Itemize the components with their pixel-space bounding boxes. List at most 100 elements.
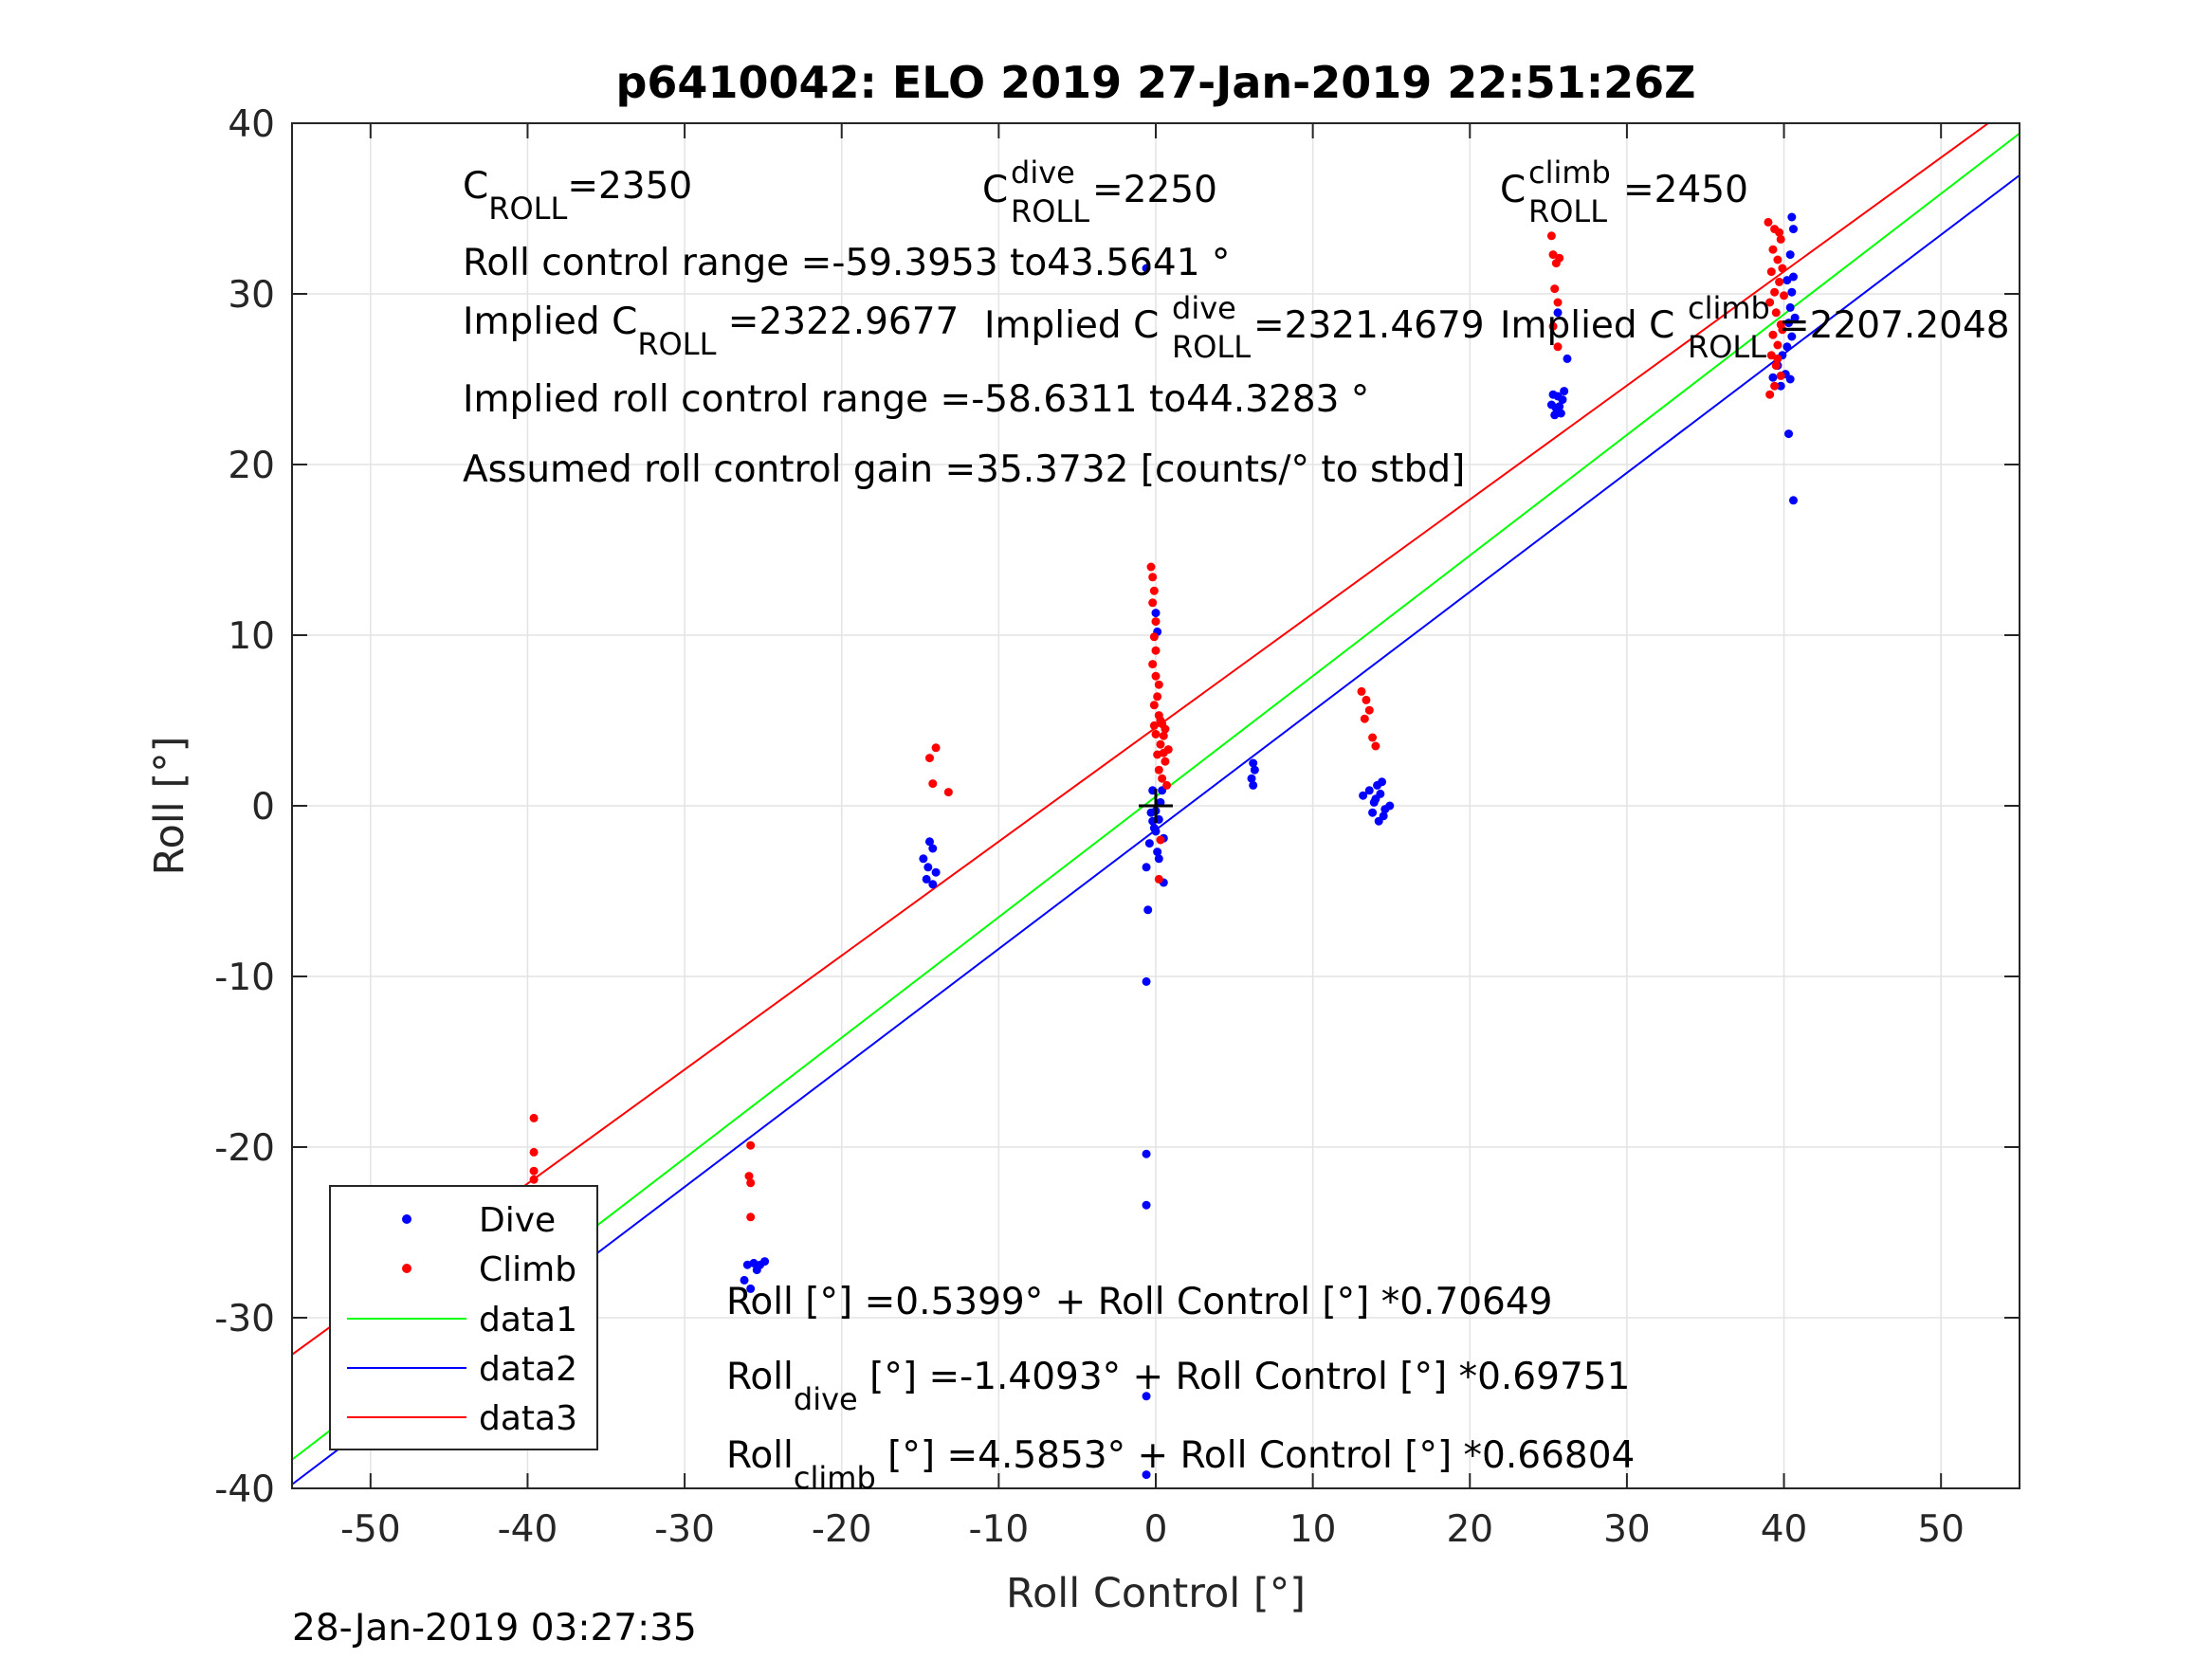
- point-climb: [1162, 780, 1172, 790]
- point-dive: [928, 844, 938, 853]
- fit-dive-annotation: Rolldive [°] =-1.4093° + Roll Control [°…: [726, 1356, 1630, 1417]
- point-climb: [1158, 774, 1167, 783]
- legend-climb-label: Climb: [479, 1250, 576, 1289]
- point-climb: [746, 1212, 756, 1222]
- point-climb: [1156, 835, 1165, 845]
- point-climb: [1156, 739, 1165, 749]
- point-dive: [1784, 429, 1794, 439]
- point-climb: [1773, 255, 1782, 264]
- origin-marker: [1139, 789, 1173, 823]
- point-climb: [1368, 733, 1378, 742]
- point-climb: [1151, 671, 1161, 681]
- implied-croll-annotation: Implied CROLL =2322.9677: [463, 301, 959, 362]
- point-climb: [1778, 264, 1787, 273]
- point-dive: [1149, 823, 1159, 832]
- point-dive: [1787, 287, 1797, 297]
- point-dive: [1555, 402, 1564, 411]
- annotations: CROLL=2350 C dive ROLL =2250 C climb ROL…: [463, 155, 2010, 1496]
- point-dive: [1785, 250, 1795, 260]
- point-climb: [1163, 745, 1173, 755]
- x-tick-label: 0: [1144, 1508, 1168, 1551]
- x-tick-label: 20: [1446, 1508, 1493, 1551]
- point-dive: [931, 867, 941, 877]
- point-climb: [1546, 231, 1556, 241]
- x-tick-label: -20: [812, 1508, 872, 1551]
- x-tick-label: 50: [1917, 1508, 1965, 1551]
- x-tick-label: -10: [969, 1508, 1030, 1551]
- point-climb: [943, 788, 953, 797]
- y-tick-label: -40: [214, 1468, 275, 1511]
- point-dive: [760, 1257, 770, 1267]
- point-climb: [1357, 686, 1366, 696]
- point-dive: [1142, 1200, 1151, 1210]
- point-dive: [1788, 496, 1798, 505]
- croll-dive-subscript: ROLL: [1011, 193, 1089, 229]
- y-tick-label: 40: [228, 103, 275, 146]
- x-tick-label: -50: [340, 1508, 401, 1551]
- point-dive: [919, 854, 928, 864]
- croll-dive-annotation: C: [982, 169, 1008, 211]
- y-tick-label: 0: [251, 786, 275, 829]
- point-dive: [1249, 758, 1258, 768]
- point-dive: [1153, 848, 1162, 857]
- y-tick-label: 20: [228, 445, 275, 487]
- point-climb: [1148, 660, 1158, 669]
- point-dive: [1142, 1392, 1151, 1401]
- data-points: [526, 212, 1800, 1480]
- point-dive: [1144, 839, 1154, 848]
- point-climb: [1775, 277, 1784, 286]
- point-dive: [924, 837, 934, 847]
- point-climb: [928, 779, 938, 789]
- point-climb: [1550, 284, 1560, 294]
- point-climb: [1771, 361, 1781, 371]
- x-tick-labels: -50 -40 -30 -20 -10 0 10 20 30 40 50: [340, 1508, 1965, 1551]
- point-dive: [923, 863, 933, 872]
- point-climb: [1768, 330, 1778, 339]
- x-axis-label: Roll Control [°]: [1006, 1570, 1306, 1617]
- point-climb: [1149, 586, 1159, 595]
- fit-climb-annotation: Rollclimb [°] =4.5853° + Roll Control [°…: [726, 1434, 1635, 1496]
- point-climb: [1776, 371, 1785, 380]
- point-climb: [1371, 741, 1380, 751]
- point-climb: [744, 1172, 754, 1181]
- legend-dive-marker: [402, 1214, 411, 1224]
- point-climb: [1153, 692, 1162, 702]
- point-dive: [1146, 808, 1156, 817]
- point-dive: [1151, 609, 1161, 618]
- point-dive: [1782, 342, 1792, 352]
- point-dive: [1558, 395, 1567, 405]
- implied-croll-climb-subscript: ROLL: [1688, 329, 1766, 365]
- point-climb: [1154, 680, 1163, 689]
- x-tick-label: -30: [654, 1508, 715, 1551]
- point-climb: [1156, 716, 1165, 725]
- point-dive: [1250, 765, 1259, 775]
- x-tick-label: 40: [1761, 1508, 1808, 1551]
- y-axis-label: Roll [°]: [146, 737, 193, 876]
- point-climb: [1765, 390, 1775, 399]
- point-climb: [1773, 340, 1782, 350]
- legend-climb-marker: [402, 1264, 411, 1273]
- croll-dive-value: =2250: [1092, 169, 1217, 211]
- point-climb: [529, 1175, 539, 1184]
- point-dive: [1142, 976, 1151, 986]
- croll-climb-subscript: ROLL: [1528, 193, 1607, 229]
- x-tick-label: -40: [498, 1508, 558, 1551]
- point-climb: [931, 743, 941, 753]
- fit-annotation: Roll [°] =0.5399° + Roll Control [°] *0.…: [726, 1281, 1552, 1323]
- point-dive: [1787, 212, 1797, 222]
- point-climb: [1548, 321, 1558, 331]
- implied-croll-dive-superscript: dive: [1172, 290, 1236, 326]
- timestamp: 28-Jan-2019 03:27:35: [292, 1607, 697, 1650]
- point-climb: [1151, 729, 1161, 738]
- legend-data3-label: data3: [479, 1399, 577, 1438]
- point-climb: [746, 1140, 756, 1150]
- point-climb: [1771, 308, 1781, 318]
- y-tick-label: 10: [228, 615, 275, 658]
- point-climb: [529, 1113, 539, 1122]
- point-dive: [1378, 777, 1387, 787]
- point-climb: [1151, 646, 1161, 655]
- legend-data2-label: data2: [479, 1350, 577, 1389]
- y-tick-label: -10: [214, 957, 275, 999]
- y-tick-label: 30: [228, 274, 275, 317]
- legend: Dive Climb data1 data2 data3: [329, 1185, 598, 1450]
